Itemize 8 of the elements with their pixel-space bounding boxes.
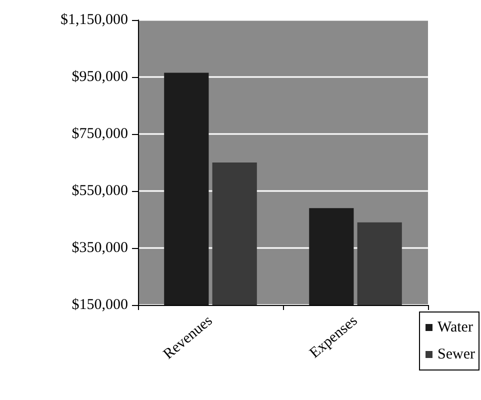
y-tick-label: $750,000 xyxy=(72,126,128,142)
y-tick-label: $1,150,000 xyxy=(60,12,128,28)
legend-label: Water xyxy=(438,320,473,336)
y-tick-label: $950,000 xyxy=(72,69,128,85)
y-tick-label: $550,000 xyxy=(72,183,128,199)
y-tick-label: $150,000 xyxy=(72,297,128,313)
legend-label: Sewer xyxy=(438,346,476,362)
y-tick-label: $350,000 xyxy=(72,240,128,256)
